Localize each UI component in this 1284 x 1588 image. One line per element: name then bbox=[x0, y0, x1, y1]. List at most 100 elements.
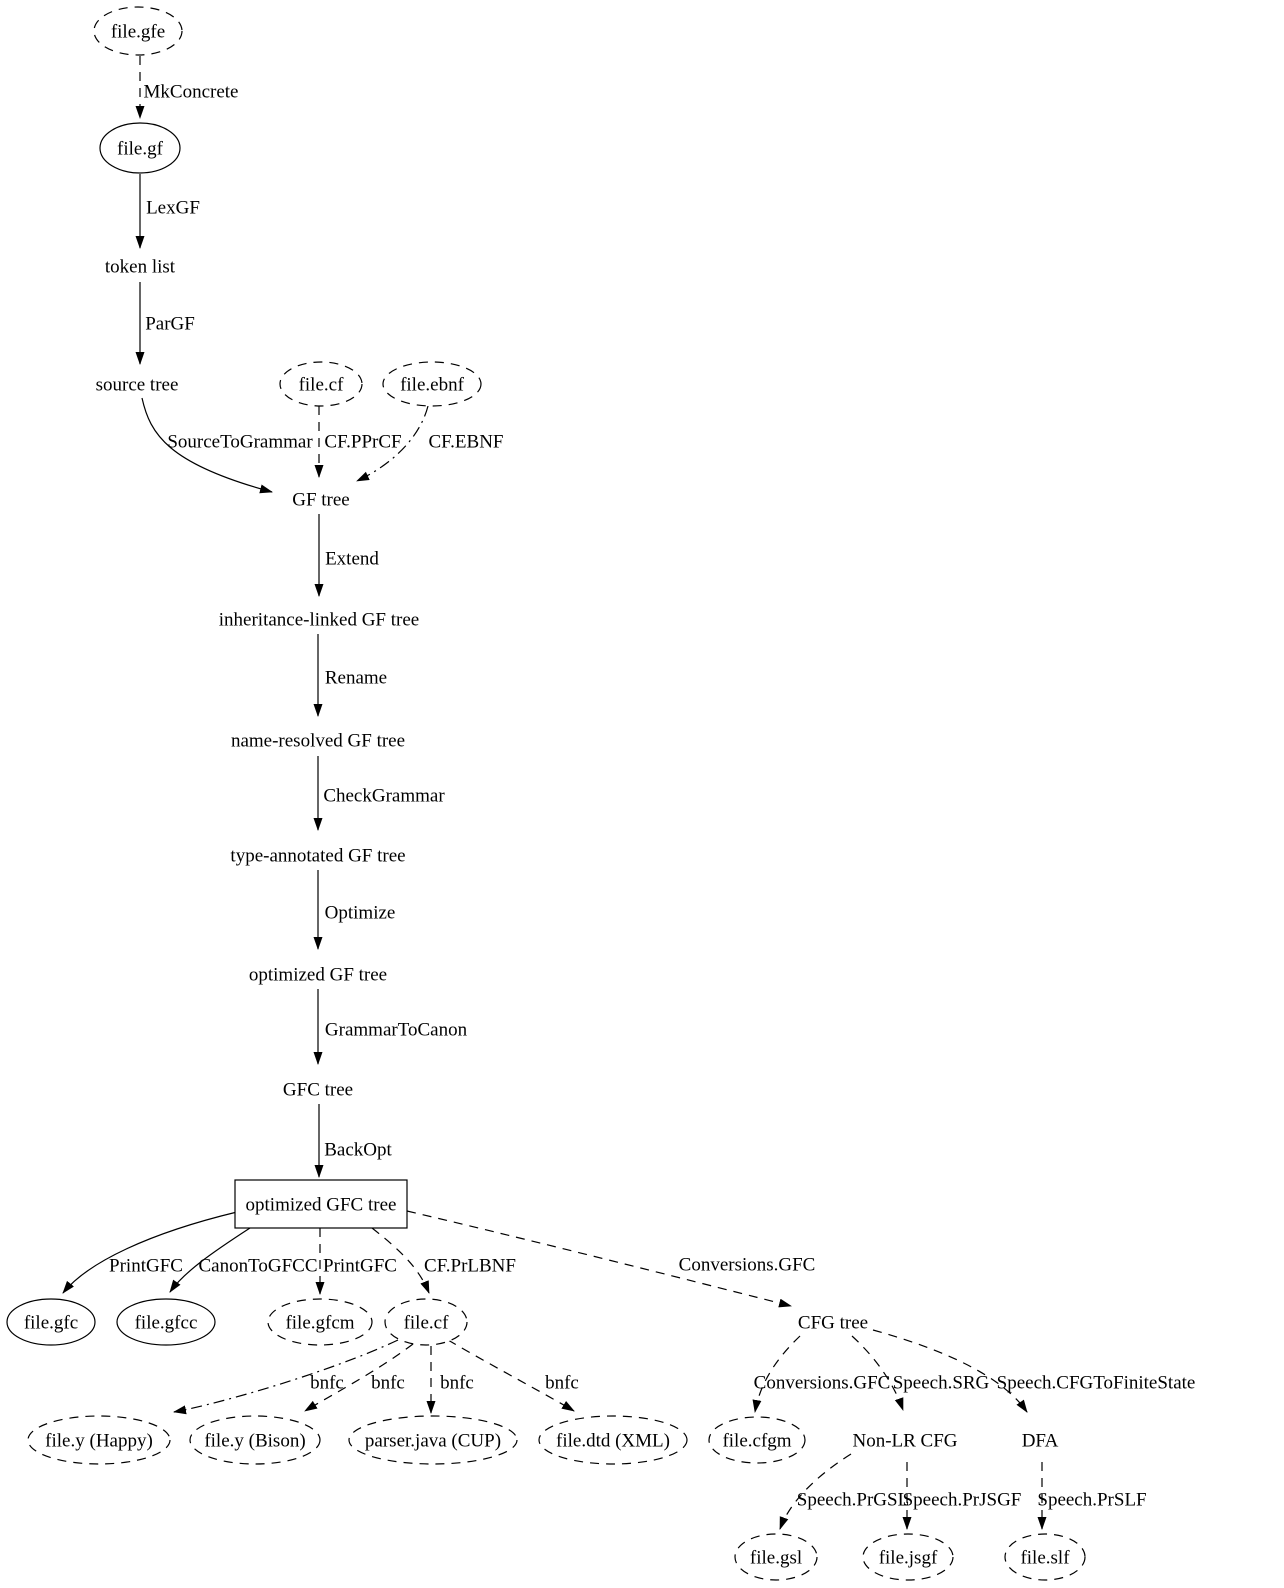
edge-printgfc-gfc bbox=[62, 1211, 238, 1294]
edge-cf-ebnf bbox=[356, 405, 429, 482]
node-optimized-gf-tree: optimized GF tree bbox=[249, 964, 387, 985]
edge-label-speech-prjsgf: Speech.PrJSGF bbox=[903, 1489, 1022, 1510]
node-gf-tree: GF tree bbox=[292, 489, 350, 510]
edge-label-extend: Extend bbox=[325, 548, 379, 569]
node-gfc-tree: GFC tree bbox=[283, 1079, 353, 1100]
edge-label-speech-cfgtofinitestate: Speech.CFGToFiniteState bbox=[997, 1372, 1196, 1393]
node-shape-file-slf bbox=[1004, 1533, 1086, 1581]
node-shape-file-dtd-xml bbox=[538, 1415, 688, 1465]
node-label-file-gf: file.gf bbox=[117, 138, 164, 159]
node-label-optimized-gfc-tree: optimized GFC tree bbox=[246, 1194, 397, 1215]
edge-bnfc-bison bbox=[304, 1343, 414, 1412]
edge-label-printgfc-gfcm: PrintGFC bbox=[323, 1255, 397, 1276]
node-shape-file-y-bison bbox=[189, 1415, 321, 1465]
edge-bnfc-dtd bbox=[447, 1339, 575, 1412]
edge-label-rename: Rename bbox=[325, 667, 387, 688]
node-label-file-gfc: file.gfc bbox=[24, 1312, 78, 1333]
node-file-gfcm: file.gfcm bbox=[267, 1298, 373, 1346]
node-shape-optimized-gfc-tree bbox=[234, 1179, 408, 1229]
node-file-cfgm: file.cfgm bbox=[708, 1416, 806, 1464]
edge-label-bnfc-happy: bnfc bbox=[310, 1372, 344, 1393]
node-label-non-lr-cfg: Non-LR CFG bbox=[852, 1430, 957, 1451]
node-label-dfa: DFA bbox=[1022, 1430, 1059, 1451]
node-label-inheritance-linked-gf-tree: inheritance-linked GF tree bbox=[219, 609, 419, 630]
node-shape-parser-java-cup bbox=[348, 1415, 518, 1465]
node-file-cf-out: file.cf bbox=[384, 1298, 468, 1346]
node-dfa: DFA bbox=[1022, 1430, 1059, 1451]
edge-label-bnfc-dtd: bnfc bbox=[545, 1372, 579, 1393]
edge-bnfc-happy bbox=[173, 1339, 399, 1415]
node-shape-file-gf bbox=[99, 122, 181, 174]
node-shape-file-gfe bbox=[93, 6, 183, 56]
node-label-file-gsl: file.gsl bbox=[750, 1547, 802, 1568]
node-label-file-gfcc: file.gfcc bbox=[135, 1312, 198, 1333]
node-label-token-list: token list bbox=[105, 256, 176, 277]
edge-label-pargf: ParGF bbox=[145, 313, 195, 334]
node-file-gfcc: file.gfcc bbox=[116, 1298, 216, 1346]
node-non-lr-cfg: Non-LR CFG bbox=[852, 1430, 957, 1451]
node-file-slf: file.slf bbox=[1004, 1533, 1086, 1581]
node-label-gf-tree: GF tree bbox=[292, 489, 350, 510]
edge-label-speech-prslf: Speech.PrSLF bbox=[1037, 1489, 1146, 1510]
node-label-file-cfgm: file.cfgm bbox=[722, 1430, 791, 1451]
node-file-gsl: file.gsl bbox=[734, 1533, 818, 1581]
node-label-name-resolved-gf-tree: name-resolved GF tree bbox=[231, 730, 405, 751]
node-shape-file-gfcc bbox=[116, 1298, 216, 1346]
edge-label-printgfc-gfc: PrintGFC bbox=[109, 1255, 183, 1276]
edge-sourcetogrammar bbox=[141, 397, 273, 494]
node-label-gfc-tree: GFC tree bbox=[283, 1079, 353, 1100]
edge-label-lexgf: LexGF bbox=[146, 197, 200, 218]
edge-canontogfcc bbox=[169, 1227, 251, 1293]
node-shape-file-cfgm bbox=[708, 1416, 806, 1464]
edge-label-sourcetogrammar: SourceToGrammar bbox=[167, 431, 313, 452]
node-shape-file-gfc bbox=[6, 1298, 96, 1346]
node-label-file-gfcm: file.gfcm bbox=[285, 1312, 354, 1333]
node-shape-file-jsgf bbox=[862, 1533, 954, 1581]
edge-label-cf-prlbnf: CF.PrLBNF bbox=[424, 1255, 516, 1276]
node-label-type-annotated-gf-tree: type-annotated GF tree bbox=[230, 845, 405, 866]
node-file-y-bison: file.y (Bison) bbox=[189, 1415, 321, 1465]
node-label-file-dtd-xml: file.dtd (XML) bbox=[556, 1430, 670, 1451]
edge-label-grammartocanon: GrammarToCanon bbox=[325, 1019, 468, 1040]
node-shape-file-gfcm bbox=[267, 1298, 373, 1346]
node-shape-file-gsl bbox=[734, 1533, 818, 1581]
node-source-tree: source tree bbox=[96, 374, 179, 395]
edge-label-bnfc-cup: bnfc bbox=[440, 1372, 474, 1393]
edge-label-canontogfcc: CanonToGFCC bbox=[198, 1255, 317, 1276]
node-label-file-cf-out: file.cf bbox=[404, 1312, 450, 1333]
node-label-file-ebnf: file.ebnf bbox=[400, 374, 465, 395]
node-shape-file-cf-in bbox=[279, 361, 363, 407]
node-file-ebnf: file.ebnf bbox=[382, 361, 482, 407]
edge-label-conversions-gfc-cfgm: Conversions.GFC bbox=[754, 1372, 891, 1393]
node-file-jsgf: file.jsgf bbox=[862, 1533, 954, 1581]
edge-label-speech-prgsl: Speech.PrGSL bbox=[797, 1489, 909, 1510]
edge-label-mkconcrete: MkConcrete bbox=[144, 81, 239, 102]
edge-label-checkgrammar: CheckGrammar bbox=[323, 785, 445, 806]
node-file-gfc: file.gfc bbox=[6, 1298, 96, 1346]
edge-label-bnfc-bison: bnfc bbox=[371, 1372, 405, 1393]
edge-label-conversions-gfc-cfg: Conversions.GFC bbox=[679, 1254, 816, 1275]
node-label-file-cf-in: file.cf bbox=[299, 374, 345, 395]
node-parser-java-cup: parser.java (CUP) bbox=[348, 1415, 518, 1465]
node-cfg-tree: CFG tree bbox=[798, 1312, 868, 1333]
edge-label-cf-pprcf: CF.PPrCF bbox=[324, 431, 401, 452]
edge-conversions-gfc-cfg bbox=[406, 1210, 792, 1308]
node-shape-file-cf-out bbox=[384, 1298, 468, 1346]
edge-speech-cfgtofinitestate bbox=[872, 1329, 1028, 1413]
node-file-gf: file.gf bbox=[99, 122, 181, 174]
node-label-optimized-gf-tree: optimized GF tree bbox=[249, 964, 387, 985]
node-label-file-jsgf: file.jsgf bbox=[879, 1547, 938, 1568]
node-label-parser-java-cup: parser.java (CUP) bbox=[365, 1430, 501, 1451]
node-label-file-gfe: file.gfe bbox=[111, 21, 165, 42]
node-label-file-slf: file.slf bbox=[1020, 1547, 1070, 1568]
node-label-file-y-happy: file.y (Happy) bbox=[45, 1430, 153, 1451]
node-label-file-y-bison: file.y (Bison) bbox=[204, 1430, 305, 1451]
node-file-y-happy: file.y (Happy) bbox=[27, 1415, 171, 1465]
edge-label-speech-srg: Speech.SRG bbox=[893, 1372, 990, 1393]
edge-speech-srg bbox=[851, 1335, 904, 1411]
node-name-resolved-gf-tree: name-resolved GF tree bbox=[231, 730, 405, 751]
node-file-dtd-xml: file.dtd (XML) bbox=[538, 1415, 688, 1465]
node-file-gfe: file.gfe bbox=[93, 6, 183, 56]
